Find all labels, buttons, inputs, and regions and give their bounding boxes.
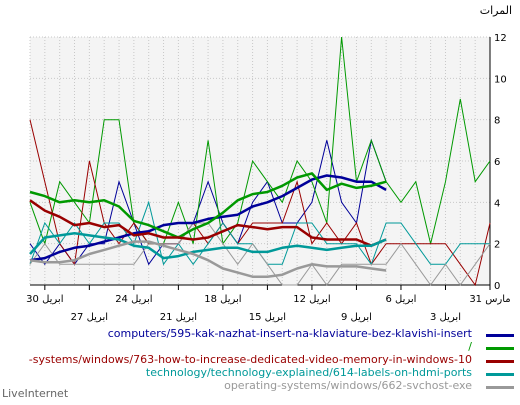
series-trend-line-5 bbox=[29, 240, 387, 278]
series-trend-line-2 bbox=[29, 172, 387, 239]
y-tick-label: 2 bbox=[494, 240, 500, 251]
x-tick-label: 27 ابريل bbox=[71, 312, 108, 323]
brand-label: LiveInternet bbox=[2, 387, 69, 400]
series-trend-line-4 bbox=[29, 232, 387, 260]
x-tick-label: 21 ابريل bbox=[160, 312, 197, 323]
y-tick-label: 8 bbox=[494, 116, 500, 127]
y-tick-label: 0 bbox=[494, 281, 500, 292]
x-tick-label: 12 ابريل bbox=[293, 294, 330, 305]
series-trend-line-1 bbox=[29, 174, 387, 262]
legend-swatch-2 bbox=[486, 347, 514, 350]
series-daily-line-5 bbox=[29, 222, 491, 286]
legend-entry-3: -systems/windows/763-how-to-increase-ded… bbox=[28, 353, 472, 366]
x-tick-label: 24 ابريل bbox=[115, 294, 152, 305]
x-tick-label: 18 ابريل bbox=[204, 294, 241, 305]
legend-swatch-5 bbox=[486, 386, 514, 389]
legend-swatch-1 bbox=[486, 334, 514, 337]
x-tick-label: 9 ابريل bbox=[341, 312, 372, 323]
y-tick-label: 12 bbox=[494, 33, 507, 44]
x-tick-label: 30 ابريل bbox=[26, 294, 63, 305]
legend-entry-1: computers/595-kak-nazhat-insert-na-klavi… bbox=[107, 327, 472, 340]
x-tick-label: 6 ابريل bbox=[385, 294, 416, 305]
y-tick-label: 6 bbox=[494, 157, 500, 168]
series-daily-line-2 bbox=[29, 36, 491, 246]
y-tick-label: 10 bbox=[494, 74, 507, 85]
legend-entry-5: operating-systems/windows/662-svchost-ex… bbox=[224, 379, 472, 392]
series-trend-line-3 bbox=[29, 199, 387, 247]
y-tick-label: 4 bbox=[494, 198, 500, 209]
legend-entry-2: / bbox=[468, 340, 472, 353]
legend-swatch-3 bbox=[486, 360, 514, 363]
legend-entry-4: technology/technology-explained/614-labe… bbox=[145, 366, 472, 379]
x-tick-label: 15 ابريل bbox=[249, 312, 286, 323]
x-tick-label: 3 ابريل bbox=[430, 312, 461, 323]
legend-swatch-4 bbox=[486, 373, 514, 376]
y-axis-label: المرات bbox=[479, 4, 512, 17]
x-tick-label: 31 مارس bbox=[469, 294, 510, 305]
